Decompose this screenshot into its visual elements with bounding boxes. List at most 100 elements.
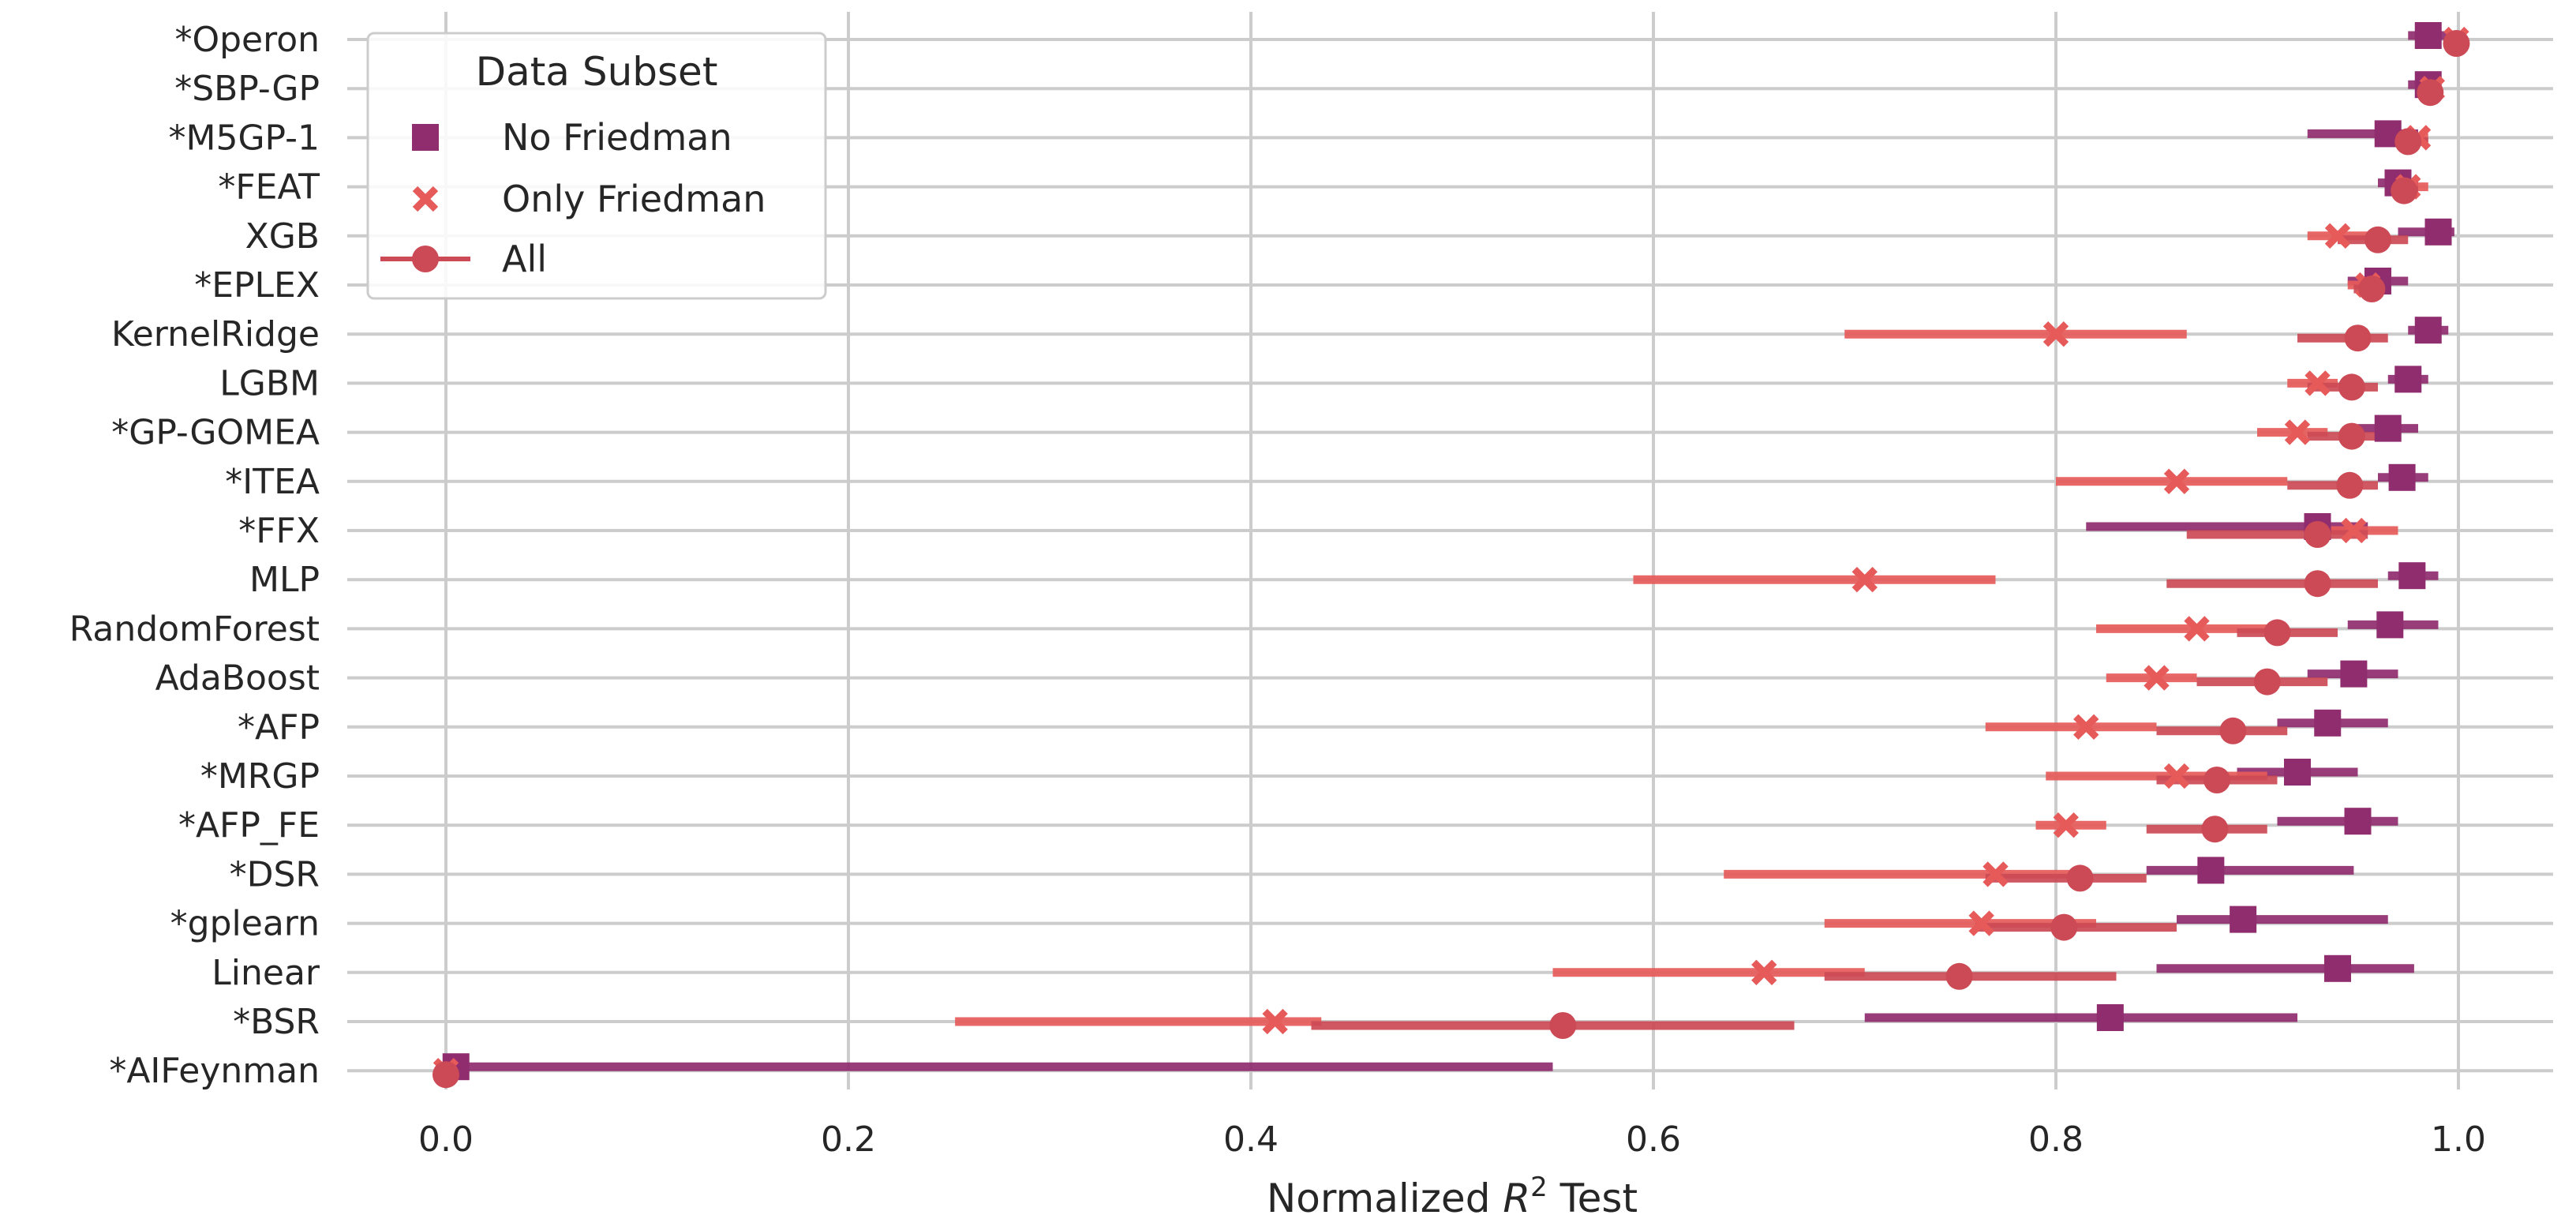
y-tick-label: XGB <box>245 216 320 257</box>
point-only-friedman-mlp <box>1852 567 1878 593</box>
point-only-friedman-kernelridge <box>2042 321 2069 347</box>
legend: Data Subset No Friedman Only Friedman All <box>366 32 827 300</box>
y-tick-label: *SBP-GP <box>174 69 320 109</box>
point-no-friedman-xgb <box>2424 218 2452 246</box>
point-all-eplex <box>2358 276 2386 302</box>
legend-frame <box>366 32 827 300</box>
point-all-adaboost <box>2253 668 2281 696</box>
y-tick-label: *GP-GOMEA <box>111 413 320 453</box>
point-no-friedman-bsr <box>2096 1004 2124 1031</box>
legend-marker <box>412 246 439 272</box>
legend-title: Data Subset <box>476 49 718 95</box>
point-no-friedman-mrgp <box>2284 759 2311 786</box>
legend-entry-no-friedman: No Friedman <box>412 116 732 159</box>
y-tick-label: *AIFeynman <box>109 1051 320 1091</box>
point-only-friedman-itea <box>2163 468 2190 494</box>
point-all-m5gp-1 <box>2394 128 2422 156</box>
point-only-friedman-linear <box>1751 959 1777 985</box>
point-all-itea <box>2336 471 2364 499</box>
x-tick-label: 0.2 <box>821 1119 876 1160</box>
legend-label: No Friedman <box>502 116 732 159</box>
legend-entry-all: All <box>380 238 547 280</box>
point-only-friedman-mrgp <box>2163 763 2190 789</box>
point-all-mlp <box>2304 570 2331 598</box>
point-all-ffx <box>2304 521 2331 548</box>
x-axis-title-symbol: R <box>1503 1176 1530 1221</box>
x-axis-title-prefix: Normalized <box>1267 1176 1503 1221</box>
point-all-feat <box>2391 177 2418 204</box>
point-no-friedman-linear <box>2324 954 2351 982</box>
point-only-friedman-afp <box>2073 714 2099 740</box>
point-only-friedman-dsr <box>1983 861 2009 887</box>
x-axis-title-exponent: 2 <box>1530 1172 1548 1203</box>
x-axis-title-suffix: Test <box>1548 1176 1638 1221</box>
point-all-mrgp <box>2203 767 2230 793</box>
legend-entry-only-friedman: Only Friedman <box>412 178 766 220</box>
point-only-friedman-gplearn <box>1968 910 1994 936</box>
point-no-friedman-randomforest <box>2376 611 2404 639</box>
y-tick-label: *BSR <box>233 1002 320 1042</box>
y-tick-label: *FEAT <box>218 167 320 208</box>
point-all-linear <box>1945 962 1973 990</box>
point-no-friedman-mlp <box>2398 562 2426 590</box>
point-only-friedman-xgb <box>2324 223 2351 249</box>
point-all-dsr <box>2066 864 2094 892</box>
point-no-friedman-itea <box>2388 463 2416 491</box>
y-tick-label: *M5GP-1 <box>169 118 320 158</box>
y-tick-label: *AFP_FE <box>178 805 320 846</box>
point-only-friedman-lgbm <box>2305 370 2331 396</box>
point-only-friedman-bsr <box>1262 1008 1288 1035</box>
point-only-friedman-adaboost <box>2144 665 2170 691</box>
y-tick-labels: *Operon *SBP-GP *M5GP-1 *FEAT XGB *EPLEX Kerne… <box>69 20 320 1091</box>
point-only-friedman-afp-fe <box>2053 812 2079 838</box>
point-no-friedman-kernelridge <box>2414 317 2442 344</box>
legend-entries: No Friedman Only Friedman All <box>380 116 766 280</box>
point-all-randomforest <box>2263 619 2291 647</box>
point-all-gplearn <box>2050 913 2078 941</box>
point-no-friedman-operon <box>2414 22 2442 49</box>
y-tick-label: *Operon <box>174 20 320 60</box>
point-no-friedman-afp-fe <box>2344 808 2372 835</box>
y-tick-label: *ITEA <box>225 462 320 502</box>
y-tick-label: *FFX <box>238 511 320 551</box>
point-all-lgbm <box>2338 373 2365 401</box>
point-no-friedman-gplearn <box>2230 906 2257 933</box>
y-tick-label: *gplearn <box>170 904 320 944</box>
point-no-friedman-dsr <box>2197 857 2225 884</box>
legend-label: All <box>502 238 547 280</box>
y-tick-label: KernelRidge <box>111 314 320 354</box>
y-tick-label: *MRGP <box>200 756 320 797</box>
point-all-aifeynman <box>432 1061 459 1089</box>
x-tick-labels: 0.0 0.2 0.4 0.6 0.8 1.0 <box>418 1119 2486 1160</box>
y-tick-label: LGBM <box>219 363 320 403</box>
y-tick-label: *DSR <box>230 854 320 894</box>
point-all-xgb <box>2364 226 2391 253</box>
point-only-friedman-randomforest <box>2184 616 2210 642</box>
point-only-friedman-gp-gomea <box>2284 419 2311 445</box>
legend-marker <box>412 186 439 212</box>
point-no-friedman-gp-gomea <box>2374 414 2402 442</box>
x-tick-label: 0.4 <box>1223 1119 1279 1160</box>
x-tick-label: 1.0 <box>2431 1119 2486 1160</box>
point-all-operon <box>2443 30 2470 57</box>
y-tick-label: *AFP <box>238 707 320 748</box>
x-axis-title: Normalized R2 Test <box>1267 1172 1638 1221</box>
point-all-kernelridge <box>2344 324 2372 352</box>
x-tick-label: 0.6 <box>1626 1119 1681 1160</box>
point-all-bsr <box>1549 1012 1577 1039</box>
y-tick-label: *EPLEX <box>194 265 320 306</box>
y-tick-label: Linear <box>212 953 320 993</box>
y-tick-label: MLP <box>249 560 320 600</box>
y-tick-label: AdaBoost <box>155 658 320 699</box>
point-no-friedman-afp <box>2314 709 2342 737</box>
legend-label: Only Friedman <box>502 178 766 220</box>
point-all-sbp-gp <box>2417 79 2444 107</box>
point-all-gp-gomea <box>2338 422 2365 450</box>
point-no-friedman-lgbm <box>2394 366 2422 393</box>
point-all-afp-fe <box>2201 816 2229 843</box>
point-all-afp <box>2219 717 2247 744</box>
point-only-friedman-ffx <box>2341 517 2367 544</box>
series-layer <box>432 22 2470 1089</box>
point-no-friedman-adaboost <box>2340 660 2368 688</box>
